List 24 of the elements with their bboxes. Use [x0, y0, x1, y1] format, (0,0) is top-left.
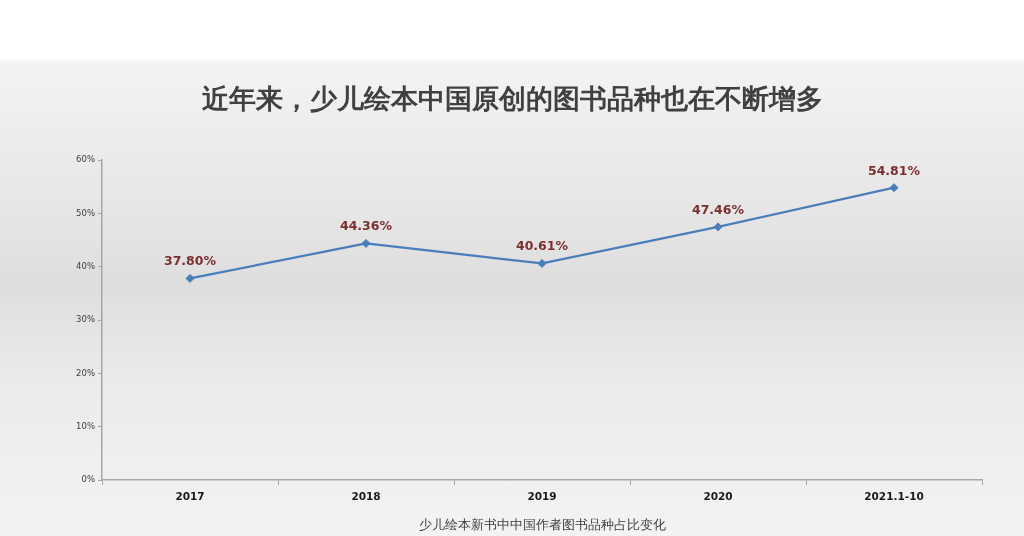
point — [537, 258, 547, 268]
data-label: 54.81% — [867, 162, 921, 178]
x-axis-title: 少儿绘本新书中中国作者图书品种占比变化 — [418, 516, 666, 532]
data-label: 40.61% — [515, 238, 569, 254]
y-tick-label: 30% — [76, 314, 95, 325]
chart-title: 近年来，少儿绘本中国原创的图书品种也在不断增多 — [200, 82, 824, 116]
x-tick-label: 2019 — [527, 490, 557, 503]
data-label: 44.36% — [339, 218, 393, 234]
data-label: 47.46% — [691, 201, 745, 217]
y-tick-label: 10% — [76, 420, 95, 431]
data-label: 37.80% — [163, 253, 217, 269]
y-tick-label: 60% — [76, 154, 95, 165]
y-tick-label: 40% — [76, 260, 95, 271]
point — [185, 273, 195, 283]
y-tick-label: 20% — [76, 367, 95, 378]
point — [361, 238, 371, 248]
x-tick-label: 2021.1-10 — [864, 490, 924, 503]
x-tick-label: 2020 — [703, 490, 733, 503]
point — [713, 222, 723, 232]
y-tick-label: 0% — [81, 474, 95, 485]
y-tick-label: 50% — [76, 207, 95, 218]
x-tick-label: 2018 — [351, 490, 381, 503]
point — [889, 183, 899, 193]
x-tick-label: 2017 — [175, 490, 205, 503]
